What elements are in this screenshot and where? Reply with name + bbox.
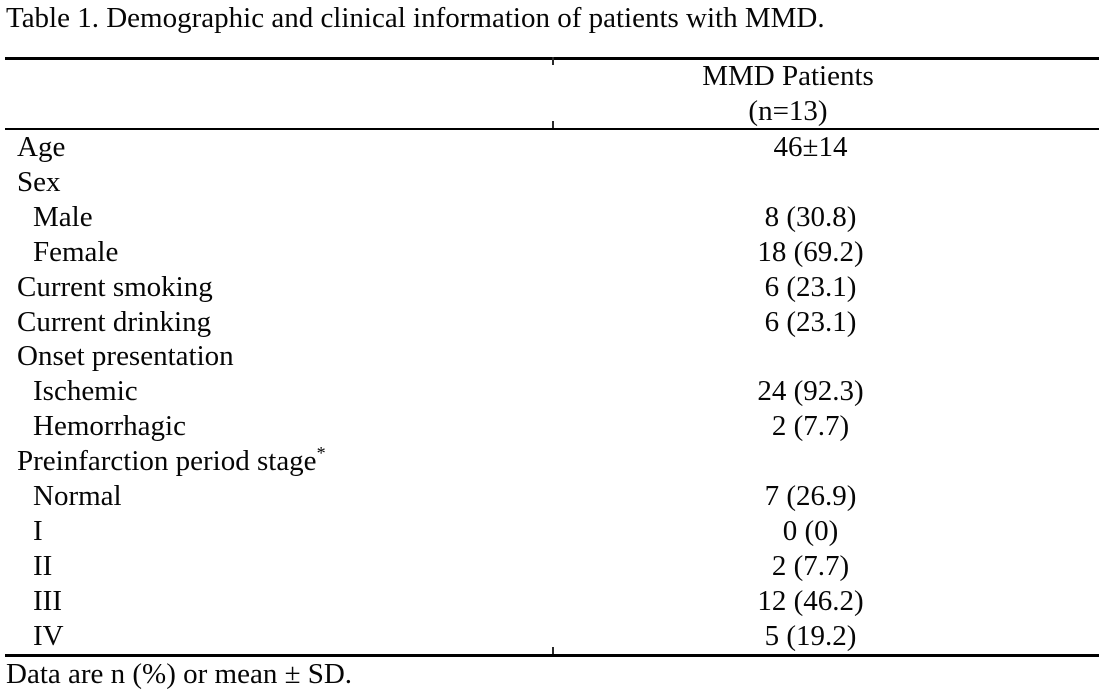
table-row: Female 18 (69.2) <box>0 235 1109 270</box>
row-label: Normal <box>33 480 122 513</box>
row-label: I <box>33 515 43 548</box>
row-label: Onset presentation <box>17 340 234 373</box>
row-label: Hemorrhagic <box>33 410 186 443</box>
column-header-line2: (n=13) <box>748 94 828 127</box>
table-bottom-rule <box>5 654 1099 657</box>
row-label: IV <box>33 619 64 652</box>
row-value: 0 (0) <box>782 515 839 548</box>
row-label: Current drinking <box>17 305 212 338</box>
table-row: Age 46±14 <box>0 130 1109 165</box>
table-row: Hemorrhagic 2 (7.7) <box>0 409 1109 444</box>
row-value: 12 (46.2) <box>757 584 864 617</box>
row-label: Female <box>33 235 119 268</box>
table-row: Male 8 (30.8) <box>0 200 1109 235</box>
row-value: 6 (23.1) <box>764 270 857 303</box>
column-divider-stub-bottom <box>552 647 554 654</box>
column-divider-stub-middle <box>552 121 554 130</box>
row-value: 8 (30.8) <box>764 200 857 233</box>
table-footnote: Data are n (%) or mean ± SD. <box>6 658 353 690</box>
table-row: III 12 (46.2) <box>0 584 1109 619</box>
table-row: Onset presentation <box>0 340 1109 375</box>
row-value: 5 (19.2) <box>764 619 857 652</box>
table-row: Sex <box>0 165 1109 200</box>
table-row: Ischemic 24 (92.3) <box>0 374 1109 409</box>
row-label: Male <box>33 200 93 233</box>
row-value: 7 (26.9) <box>764 480 857 513</box>
row-label: Age <box>17 130 66 163</box>
table-row: Current drinking 6 (23.1) <box>0 305 1109 340</box>
row-label: Sex <box>17 165 61 198</box>
table-row: II 2 (7.7) <box>0 549 1109 584</box>
table-row: Preinfarction period stage* <box>0 444 1109 479</box>
row-value: 6 (23.1) <box>764 305 857 338</box>
row-value: 18 (69.2) <box>757 235 864 268</box>
row-label: Ischemic <box>33 375 138 408</box>
row-value: 2 (7.7) <box>771 410 850 443</box>
table-row: IV 5 (19.2) <box>0 619 1109 654</box>
column-header-line1: MMD Patients <box>702 60 874 92</box>
row-value: 2 (7.7) <box>771 550 850 583</box>
row-label: II <box>33 550 53 583</box>
column-header: MMD Patients (n=13) <box>553 59 1023 128</box>
row-label: Preinfarction period stage* <box>17 443 326 478</box>
table-row: I 0 (0) <box>0 514 1109 549</box>
table-title: Table 1. Demographic and clinical inform… <box>6 2 825 34</box>
row-label: III <box>33 584 62 617</box>
table-row: Normal 7 (26.9) <box>0 479 1109 514</box>
column-divider-stub-top <box>552 57 554 65</box>
row-label: Current smoking <box>17 270 213 303</box>
row-value: 46±14 <box>773 130 848 163</box>
table-body: Age 46±14 Sex Male 8 (30.8) Female 18 (69.2) Cu… <box>0 130 1109 654</box>
table-header-rule <box>5 128 1099 130</box>
row-value: 24 (92.3) <box>757 375 864 408</box>
footnote-marker: * <box>316 443 326 464</box>
table-row: Current smoking 6 (23.1) <box>0 270 1109 305</box>
